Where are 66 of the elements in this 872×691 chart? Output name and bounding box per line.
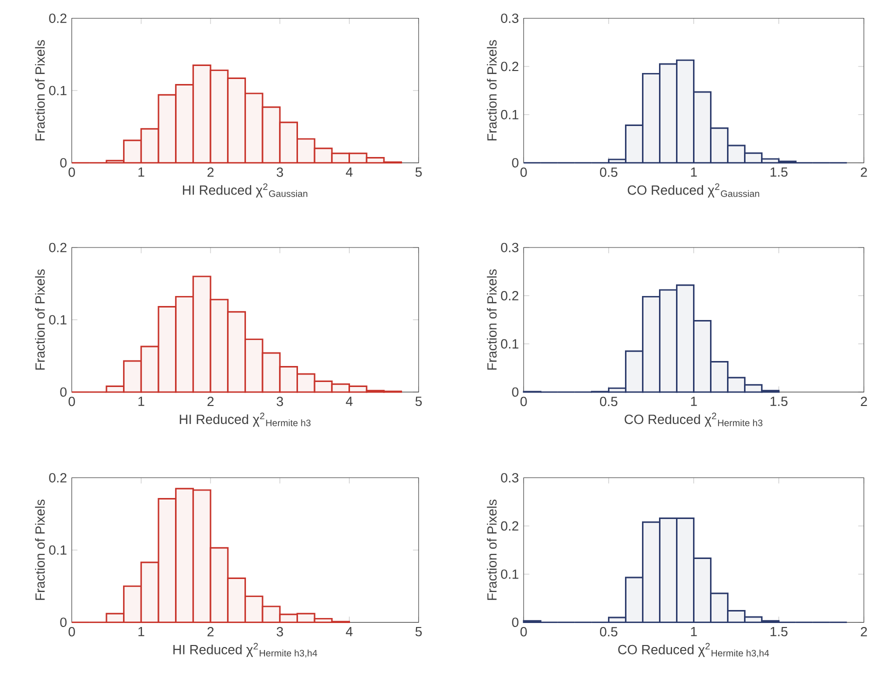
y-tick-label: 0.2 [49, 473, 66, 482]
x-tick-label: 1.5 [770, 626, 788, 636]
x-tick-label: 4 [346, 167, 353, 177]
x-tick-label: 2 [207, 626, 214, 636]
y-axis-title: Fraction of Pixels [486, 40, 497, 140]
x-tick-label: 0.5 [600, 626, 618, 636]
x-tick-label: 1.5 [770, 167, 788, 177]
x-tick-label: 1 [138, 626, 144, 636]
y-tick-label: 0 [60, 387, 67, 397]
x-tick-label: 4 [346, 396, 353, 406]
x-tick-label: 3 [276, 396, 284, 406]
x-tick-label: 2 [207, 396, 214, 406]
x-tick-label: 1.5 [770, 396, 788, 406]
x-tick-label: 1 [138, 167, 144, 177]
y-tick-label: 0.2 [500, 290, 518, 300]
x-tick-label: 3 [276, 167, 284, 177]
y-tick-label: 0.3 [500, 14, 518, 23]
y-tick-label: 0.2 [500, 62, 518, 72]
x-tick-label: 2 [207, 167, 214, 177]
y-tick-label: 0.1 [500, 569, 518, 579]
x-axis-title: CO Reduced χ$^{2}$Hermite h3,h4 [618, 642, 770, 658]
x-tick-label: 1 [691, 626, 697, 636]
x-tick-label: 5 [415, 167, 422, 177]
y-axis-title: Fraction of Pixels [486, 500, 497, 600]
x-tick-label: 0 [520, 626, 527, 636]
x-axis-title: HI Reduced χ$^{2}$Gaussian [182, 183, 308, 198]
y-tick-label: 0 [512, 618, 518, 627]
x-tick-label: 0 [520, 396, 527, 406]
y-tick-label: 0.1 [500, 110, 518, 120]
y-axis-title: Fraction of Pixels [486, 269, 497, 370]
x-tick-label: 0.5 [600, 167, 618, 177]
x-tick-label: 0 [68, 167, 75, 177]
x-tick-label: 1 [691, 167, 697, 177]
y-tick-label: 0.2 [49, 242, 66, 252]
x-tick-label: 5 [415, 396, 422, 406]
y-tick-label: 0.1 [49, 86, 66, 96]
x-tick-label: 4 [346, 626, 353, 636]
x-axis-title: CO Reduced χ$^{2}$Gaussian [628, 183, 760, 198]
x-tick-label: 0 [520, 167, 527, 177]
y-tick-label: 0.3 [500, 473, 518, 482]
y-axis-title: Fraction of Pixels [35, 269, 45, 370]
y-tick-label: 0.3 [500, 242, 518, 252]
x-tick-label: 1 [691, 396, 697, 406]
x-tick-label: 0.5 [600, 396, 618, 406]
y-tick-label: 0 [512, 158, 518, 168]
y-tick-label: 0.1 [49, 545, 66, 555]
y-axis-title: Fraction of Pixels [35, 40, 45, 140]
x-axis-title: HI Reduced χ$^{2}$Hermite h3,h4 [173, 642, 318, 658]
y-tick-label: 0 [60, 618, 67, 627]
y-tick-label: 0.2 [500, 521, 518, 531]
x-tick-label: 1 [138, 396, 144, 406]
y-tick-label: 0.2 [49, 14, 66, 23]
y-tick-label: 0 [60, 158, 67, 168]
y-tick-label: 0.1 [500, 339, 518, 349]
y-tick-label: 0.1 [49, 315, 66, 324]
y-tick-label: 0 [512, 387, 518, 397]
y-axis-title: Fraction of Pixels [35, 500, 45, 600]
x-tick-label: 0 [68, 626, 75, 636]
x-tick-label: 2 [860, 626, 867, 636]
x-tick-label: 5 [415, 626, 422, 636]
x-tick-label: 2 [860, 396, 867, 406]
x-axis-title: CO Reduced χ$^{2}$Hermite h3 [624, 412, 762, 427]
x-tick-label: 2 [860, 167, 867, 177]
x-tick-label: 3 [276, 626, 284, 636]
x-axis-title: HI Reduced χ$^{2}$Hermite h3 [180, 412, 311, 427]
x-tick-label: 0 [68, 396, 75, 406]
